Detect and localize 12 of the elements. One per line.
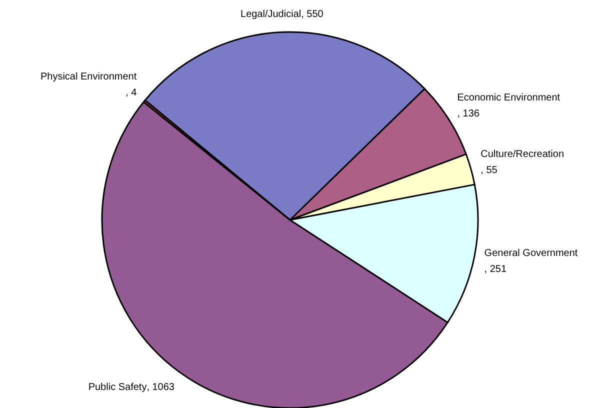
slice-label: Public Safety (88, 382, 147, 393)
data-label: , 1063 (146, 382, 175, 393)
data-label: , 550 (301, 9, 324, 20)
data-label: , 55 (480, 165, 498, 176)
data-label: , 136 (457, 108, 480, 120)
slice-label: Physical Environment (40, 72, 137, 83)
slice-label: General Government (484, 248, 578, 260)
slice-label: Culture/Recreation (480, 149, 564, 160)
data-label: , 4 (126, 88, 138, 99)
slice-label: Economic Environment (457, 92, 560, 104)
data-label: , 251 (484, 264, 507, 276)
slice-label: Legal/Judicial (240, 9, 302, 20)
